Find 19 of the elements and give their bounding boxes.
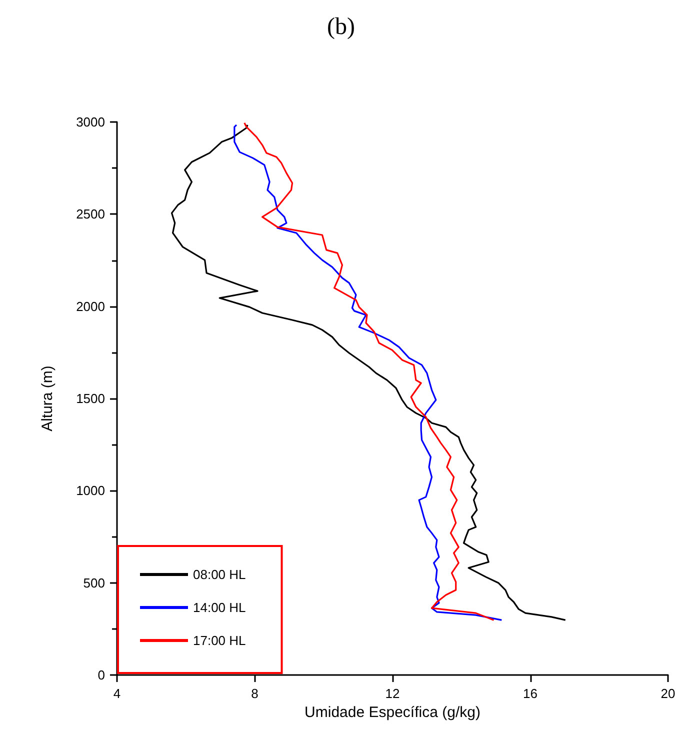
- y-tick-label: 0: [98, 668, 105, 682]
- x-tick-label: 12: [385, 686, 400, 701]
- y-tick-label: 1000: [76, 483, 105, 498]
- x-tick-label: 16: [523, 686, 538, 701]
- y-tick-label: 2500: [76, 206, 105, 222]
- x-tick-label: 20: [660, 686, 676, 701]
- y-tick-label: 1500: [76, 391, 105, 406]
- y-tick-label: 2000: [76, 298, 105, 314]
- y-axis-title: Altura (m): [39, 366, 56, 432]
- y-tick-label: 500: [83, 575, 105, 590]
- x-tick-label: 8: [251, 686, 258, 701]
- chart-title: (b): [327, 14, 355, 40]
- legend-label: 14:00 HL: [193, 600, 246, 615]
- x-axis-title: Umidade Específica (g/kg): [304, 704, 480, 721]
- legend-label: 17:00 HL: [193, 633, 246, 648]
- legend-label: 08:00 HL: [193, 567, 246, 582]
- y-tick-label: 3000: [76, 114, 105, 130]
- x-tick-label: 4: [113, 686, 121, 701]
- line-series: [170, 124, 566, 621]
